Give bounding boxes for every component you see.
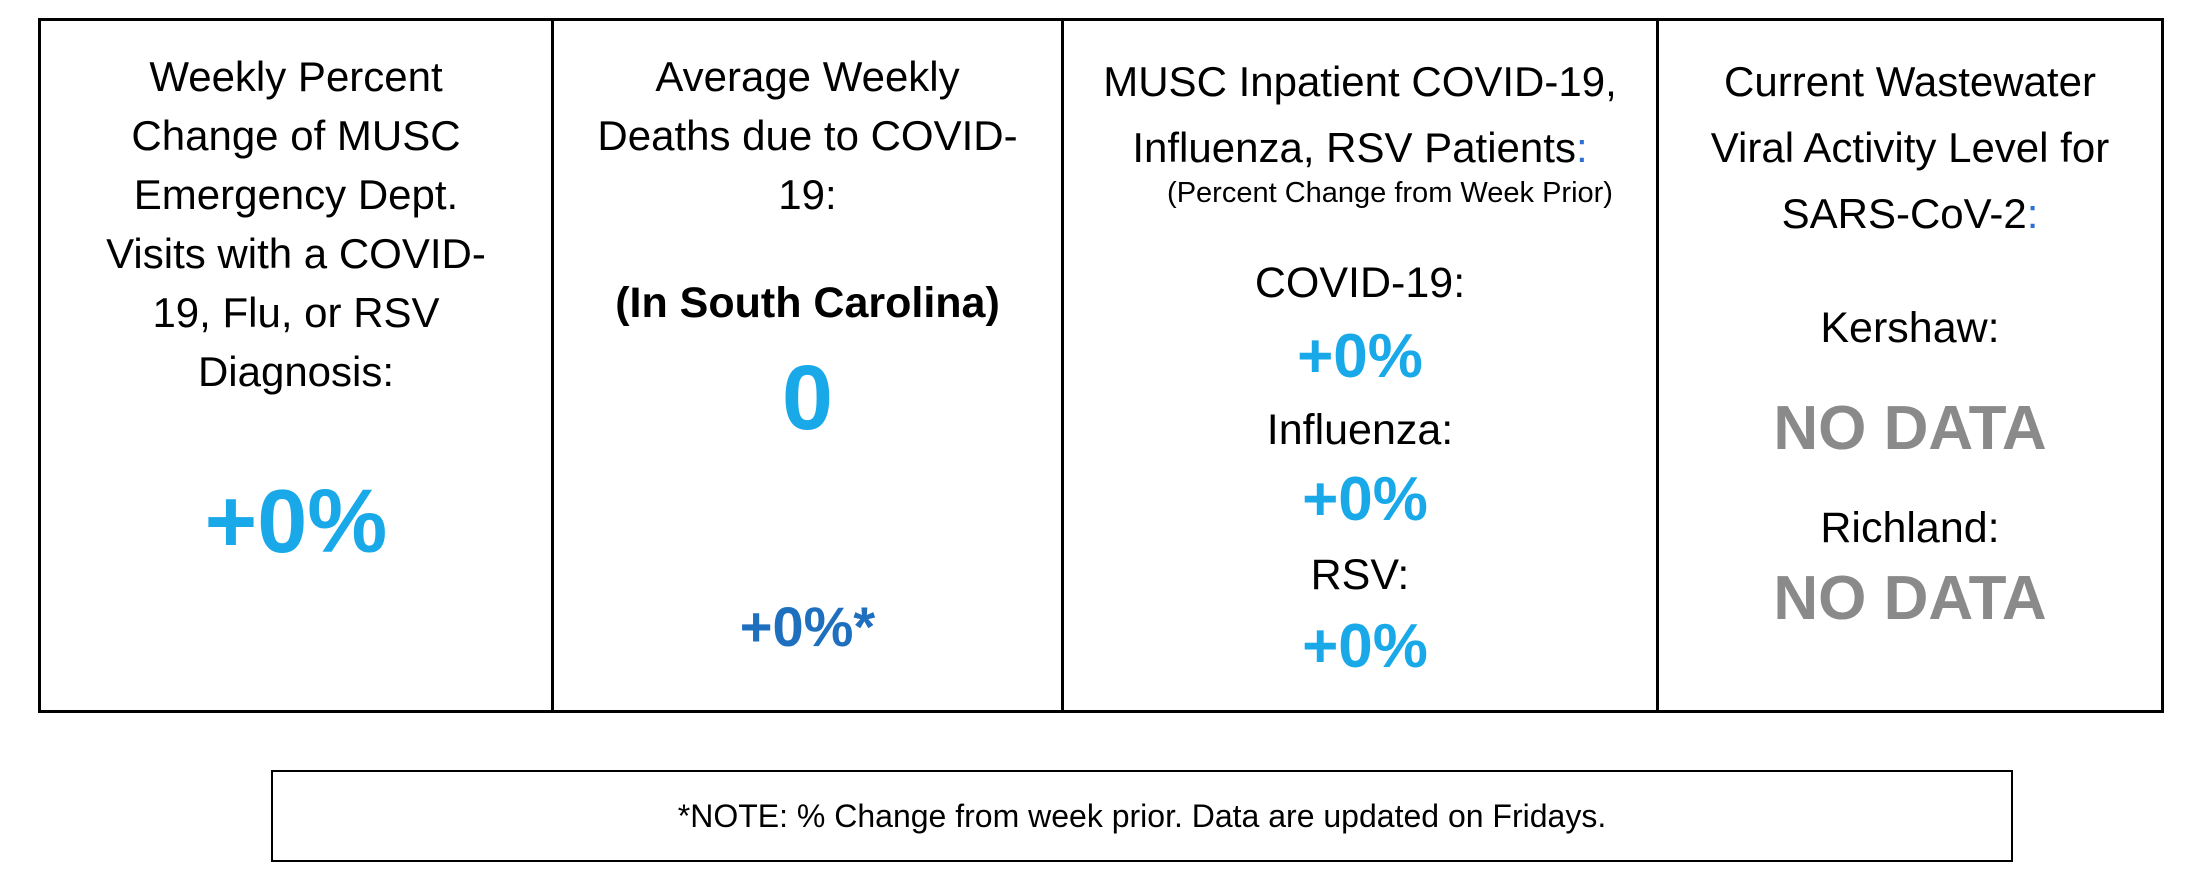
heading-text: Influenza, RSV Patients: [1132, 124, 1576, 171]
ed-visits-heading: Weekly Percent Change of MUSC Emergency …: [41, 47, 551, 401]
ed-visits-panel: Weekly Percent Change of MUSC Emergency …: [41, 21, 551, 710]
covid-value: +0%: [1297, 322, 1423, 391]
heading-text: SARS-CoV-2: [1781, 190, 2027, 237]
kershaw-label: Kershaw:: [1820, 304, 2000, 352]
rsv-label: RSV:: [1310, 551, 1410, 599]
covid-label: COVID-19:: [1254, 259, 1466, 307]
heading-line: Deaths due to COVID-: [597, 112, 1018, 159]
heading-colon: :: [1575, 124, 1588, 171]
heading-line: 19:: [778, 171, 837, 218]
deaths-panel: Average Weekly Deaths due to COVID- 19: …: [551, 21, 1061, 710]
deaths-value: 0: [781, 347, 834, 449]
footnote-box: *NOTE: % Change from week prior. Data ar…: [271, 770, 2013, 862]
influenza-value: +0%: [1302, 465, 1428, 534]
footnote-text: *NOTE: % Change from week prior. Data ar…: [677, 797, 1607, 834]
inpatient-heading: MUSC Inpatient COVID-19, Influenza, RSV …: [1064, 49, 1656, 181]
deaths-change: +0%*: [739, 595, 876, 658]
heading-line: Weekly Percent: [149, 53, 443, 100]
heading-line: Current Wastewater: [1724, 58, 2096, 105]
influenza-label: Influenza:: [1266, 406, 1454, 454]
richland-label: Richland:: [1820, 504, 2000, 552]
richland-value: NO DATA: [1773, 564, 2047, 633]
heading-line: Viral Activity Level for: [1710, 124, 2110, 171]
heading-line: SARS-CoV-2:: [1679, 181, 2141, 247]
inpatient-panel: MUSC Inpatient COVID-19, Influenza, RSV …: [1061, 21, 1656, 710]
heading-line: Change of MUSC: [131, 112, 461, 159]
ed-visits-value: +0%: [204, 472, 388, 572]
heading-line: Average Weekly: [655, 53, 960, 100]
rsv-value: +0%: [1302, 612, 1428, 681]
deaths-region: (In South Carolina): [615, 279, 1000, 327]
metrics-table: Weekly Percent Change of MUSC Emergency …: [38, 18, 2164, 713]
heading-line: MUSC Inpatient COVID-19,: [1103, 58, 1617, 105]
wastewater-panel: Current Wastewater Viral Activity Level …: [1656, 21, 2161, 710]
heading-line: Visits with a COVID-: [106, 230, 486, 277]
wastewater-heading: Current Wastewater Viral Activity Level …: [1659, 49, 2161, 247]
heading-line: Emergency Dept.: [133, 171, 459, 218]
heading-line: Diagnosis:: [197, 348, 395, 395]
heading-colon: :: [2026, 190, 2039, 237]
heading-line: 19, Flu, or RSV: [152, 289, 440, 336]
deaths-heading: Average Weekly Deaths due to COVID- 19:: [554, 47, 1061, 224]
heading-line: Influenza, RSV Patients:: [1084, 115, 1636, 181]
inpatient-subheading: (Percent Change from Week Prior): [1167, 177, 1613, 209]
kershaw-value: NO DATA: [1773, 394, 2047, 463]
